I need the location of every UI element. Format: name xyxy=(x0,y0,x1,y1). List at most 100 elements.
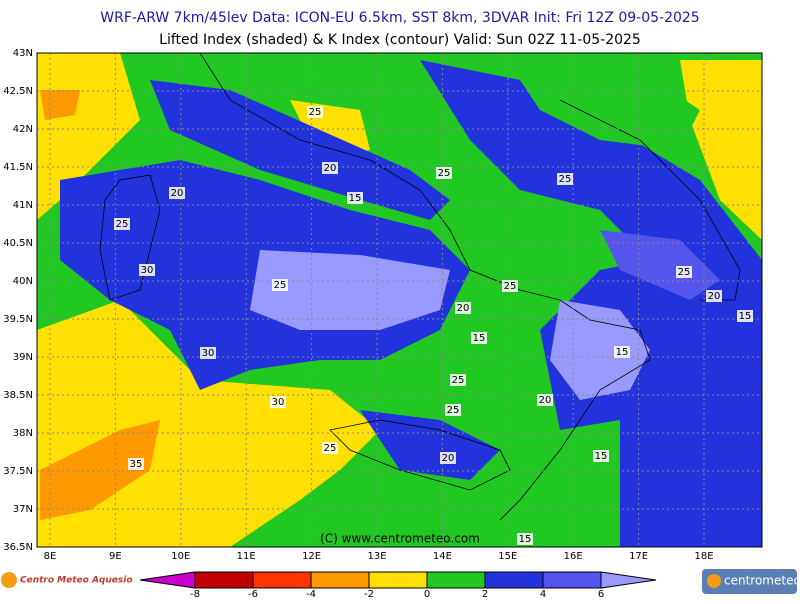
colorbar-tick-label: -6 xyxy=(248,589,258,600)
contour-label-bg xyxy=(614,346,630,358)
contour-label-bg xyxy=(537,394,553,406)
lon-label: 18E xyxy=(694,551,713,562)
lat-label: 36.5N xyxy=(3,542,33,553)
colorbar-segment xyxy=(368,571,428,589)
contour-label-bg xyxy=(200,347,216,359)
contour-label-bg xyxy=(307,106,323,118)
contour-label: 30 xyxy=(141,265,154,276)
lat-label: 41.5N xyxy=(3,162,33,173)
contour-label: 25 xyxy=(324,443,337,454)
lon-label: 12E xyxy=(302,551,321,562)
lon-label: 8E xyxy=(44,551,57,562)
map-frame xyxy=(36,52,763,548)
contour-label: 20 xyxy=(708,291,721,302)
contour-label: 20 xyxy=(442,453,455,464)
colorbar-tick-label: -4 xyxy=(306,589,316,600)
colorbar-tick-label: 6 xyxy=(598,589,604,600)
contour-label: 25 xyxy=(452,375,465,386)
contour-label: 15 xyxy=(519,534,532,545)
lat-label: 37.5N xyxy=(3,466,33,477)
contour-label-bg xyxy=(272,279,288,291)
lon-label: 11E xyxy=(237,551,256,562)
contour-label-bg xyxy=(676,266,692,278)
contour-label: 15 xyxy=(739,311,752,322)
title: WRF-ARW 7km/45lev Data: ICON-EU 6.5km, S… xyxy=(100,10,699,26)
graticule xyxy=(37,53,762,547)
contour-label: 15 xyxy=(616,347,629,358)
contour-label: 25 xyxy=(116,219,129,230)
right-logo-text: centrometeo xyxy=(724,574,800,588)
colorbar-tick-label: -8 xyxy=(190,589,200,600)
lon-label: 9E xyxy=(109,551,122,562)
lat-label: 40N xyxy=(13,276,33,287)
lon-label: 15E xyxy=(498,551,517,562)
contour-label-bg xyxy=(114,218,130,230)
contour-label-bg xyxy=(593,450,609,462)
lat-label: 38.5N xyxy=(3,390,33,401)
contour-label: 20 xyxy=(539,395,552,406)
contour-label-bg xyxy=(706,290,722,302)
footer-left-logo: Centro Meteo Aquesio xyxy=(1,572,133,588)
contour-label: 15 xyxy=(349,193,362,204)
lat-label: 40.5N xyxy=(3,238,33,249)
contour-label-bg xyxy=(557,173,573,185)
contour-label: 30 xyxy=(202,348,215,359)
subtitle: Lifted Index (shaded) & K Index (contour… xyxy=(159,32,641,48)
colorbar-segment xyxy=(310,571,370,589)
colorbar-segment xyxy=(194,571,254,589)
contour-label: 25 xyxy=(309,107,322,118)
contour-label-bg xyxy=(270,396,286,408)
contour-label: 25 xyxy=(678,267,691,278)
contour-label: 25 xyxy=(559,174,572,185)
colorbar-segment xyxy=(542,571,602,589)
contour-label-bg xyxy=(128,458,144,470)
lon-label: 14E xyxy=(433,551,452,562)
contour-label-bg xyxy=(436,167,452,179)
lon-label: 10E xyxy=(171,551,190,562)
lat-label: 42.5N xyxy=(3,86,33,97)
contour-label: 15 xyxy=(595,451,608,462)
lat-label: 39.5N xyxy=(3,314,33,325)
contour-label: 15 xyxy=(473,333,486,344)
contour-label-bg xyxy=(737,310,753,322)
lon-label: 13E xyxy=(367,551,386,562)
lat-label: 38N xyxy=(13,428,33,439)
lon-label: 17E xyxy=(629,551,648,562)
contour-label: 20 xyxy=(171,188,184,199)
contour-label-bg xyxy=(455,302,471,314)
contour-label-bg xyxy=(322,442,338,454)
contour-label: 25 xyxy=(274,280,287,291)
copyright: (C) www.centrometeo.com xyxy=(320,532,480,546)
contour-label: 20 xyxy=(324,163,337,174)
contour-label-bg xyxy=(471,332,487,344)
contour-label-bg xyxy=(502,280,518,292)
footer-right-logo: centrometeo xyxy=(702,569,800,594)
lon-label: 16E xyxy=(564,551,583,562)
colorbar-segment xyxy=(426,571,486,589)
contour-label-bg xyxy=(440,452,456,464)
colorbar-tick-label: 0 xyxy=(424,589,430,600)
lat-label: 39N xyxy=(13,352,33,363)
contour-label-bg xyxy=(450,374,466,386)
contour-label-bg xyxy=(445,404,461,416)
colorbar-tick-label: 4 xyxy=(540,589,546,600)
left-logo-text: Centro Meteo Aquesio xyxy=(20,576,133,586)
colorbar-tick-label: -2 xyxy=(364,589,374,600)
lat-label: 41N xyxy=(13,200,33,211)
contour-label: 35 xyxy=(130,459,143,470)
contour-label-bg xyxy=(139,264,155,276)
contour-label: 25 xyxy=(447,405,460,416)
contour-label-bg xyxy=(169,187,185,199)
contour-label: 25 xyxy=(504,281,517,292)
contour-label-bg xyxy=(517,533,533,545)
colorbar-segment xyxy=(252,571,312,589)
lat-label: 42N xyxy=(13,124,33,135)
colorbar-arrow-low xyxy=(139,571,196,589)
lat-label: 37N xyxy=(13,504,33,515)
contour-label: 25 xyxy=(438,168,451,179)
colorbar-tick-label: 2 xyxy=(482,589,488,600)
colorbar-arrow-high xyxy=(600,571,657,589)
contour-label: 20 xyxy=(457,303,470,314)
colorbar-segment xyxy=(484,571,544,589)
